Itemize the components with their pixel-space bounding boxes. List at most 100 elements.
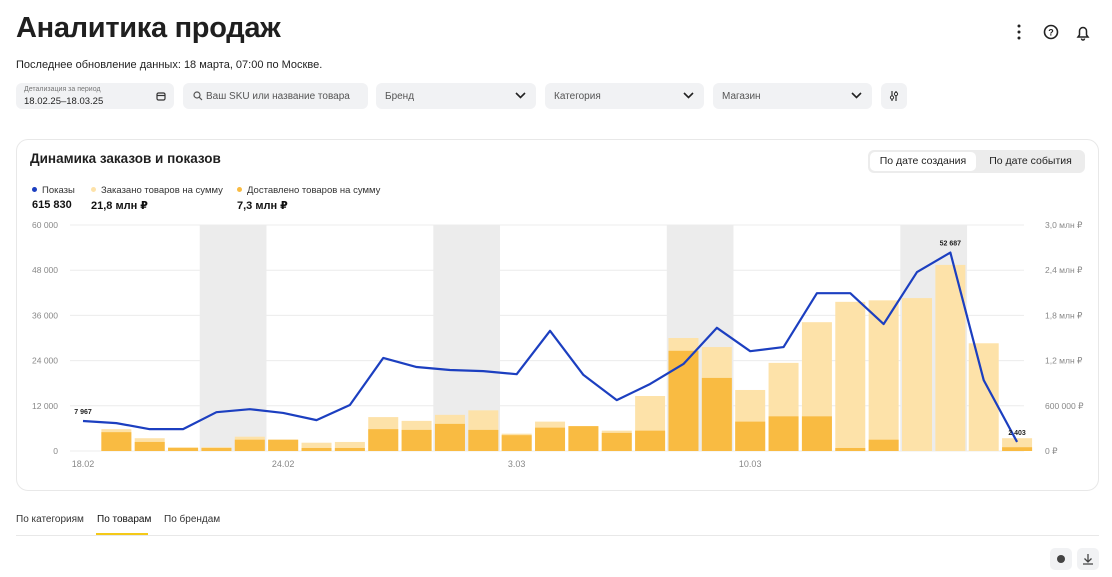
svg-text:?: ? xyxy=(1048,28,1054,38)
period-caption: Детализация за период xyxy=(24,86,101,93)
legend-swatch xyxy=(237,187,242,192)
weekend-band xyxy=(199,225,267,451)
bar xyxy=(434,423,465,451)
shop-select[interactable]: Магазин xyxy=(713,83,872,109)
bar xyxy=(268,439,299,451)
notifications-button[interactable] xyxy=(1076,26,1090,41)
chart-card xyxy=(16,139,1099,491)
help-button[interactable]: ? xyxy=(1043,24,1059,40)
y2-tick-label: 600 000 ₽ xyxy=(1045,401,1084,411)
bar xyxy=(468,429,499,451)
bar xyxy=(801,416,832,451)
legend-entry: Показы 615 830 xyxy=(32,185,75,211)
y2-tick-label: 1,2 млн ₽ xyxy=(1045,356,1083,366)
legend-label: Заказано товаров на сумму xyxy=(101,185,223,196)
search-placeholder: Ваш SKU или название товара xyxy=(206,91,350,102)
bar xyxy=(234,439,265,451)
y-tick-label: 48 000 xyxy=(32,265,58,275)
bar xyxy=(334,441,365,451)
chart-title: Динамика заказов и показов xyxy=(30,151,221,166)
bar xyxy=(501,435,532,451)
settings-button[interactable] xyxy=(1050,548,1072,570)
x-tick-label: 24.02 xyxy=(272,459,295,469)
y2-tick-label: 3,0 млн ₽ xyxy=(1045,220,1083,230)
x-tick-label: 18.02 xyxy=(72,459,95,469)
bar xyxy=(601,432,632,451)
category-label: Категория xyxy=(554,91,601,102)
data-label: 52 687 xyxy=(940,241,962,248)
legend-total: 615 830 xyxy=(32,199,72,211)
bar xyxy=(168,447,199,451)
bar xyxy=(334,447,365,451)
tab-active[interactable]: По товарам xyxy=(97,514,152,525)
more-button[interactable] xyxy=(1017,24,1021,40)
toggle-button[interactable]: По дате создания xyxy=(870,152,976,171)
data-label: 7 967 xyxy=(74,409,92,416)
bar xyxy=(668,350,699,451)
bar xyxy=(701,377,732,451)
bar xyxy=(635,430,666,451)
chevron xyxy=(515,92,526,99)
shop-label: Магазин xyxy=(722,91,761,102)
y-tick-label: 12 000 xyxy=(32,401,58,411)
search-icon xyxy=(193,91,203,101)
brand-select[interactable]: Бренд xyxy=(376,83,536,109)
bar xyxy=(101,432,132,451)
period-value: 18.02.25–18.03.25 xyxy=(24,96,104,107)
bar xyxy=(401,429,432,451)
filter-settings-button[interactable] xyxy=(881,83,907,109)
tab[interactable]: По брендам xyxy=(164,514,221,525)
y-tick-label: 24 000 xyxy=(32,356,58,366)
bar xyxy=(902,298,932,451)
calendar-icon xyxy=(156,92,166,101)
legend-label: Доставлено товаров на сумму xyxy=(247,185,381,196)
bar xyxy=(868,300,899,451)
date-toggle: По дате создания По дате события xyxy=(868,150,1085,173)
bar xyxy=(868,439,899,451)
x-tick-label: 3.03 xyxy=(508,459,526,469)
line xyxy=(82,251,1019,443)
bar xyxy=(535,427,566,451)
period-picker[interactable]: Детализация за период 18.02.25–18.03.25 xyxy=(16,83,174,109)
bar xyxy=(835,301,866,451)
x-tick-label: 10.03 xyxy=(739,459,762,469)
y-tick-label: 60 000 xyxy=(32,220,58,230)
tab-indicator xyxy=(96,533,148,535)
tabs-divider xyxy=(16,535,1099,536)
legend-entry: Доставлено товаров на сумму 7,3 млн ₽ xyxy=(237,185,380,212)
bar xyxy=(301,447,332,451)
legend-swatch xyxy=(91,187,96,192)
chart: 0 12 000 24 000 36 000 48 000 60 000 0 ₽ 600 00… xyxy=(32,220,1084,469)
bar xyxy=(1002,447,1033,451)
download-button[interactable] xyxy=(1077,548,1099,570)
bar xyxy=(301,442,332,451)
header-icons: ? xyxy=(1017,24,1090,41)
bar xyxy=(735,421,766,451)
y-tick-label: 0 xyxy=(53,446,58,456)
bar xyxy=(968,343,999,451)
bar xyxy=(201,447,232,451)
bar xyxy=(835,447,866,451)
y2-tick-label: 0 ₽ xyxy=(1045,446,1058,456)
bar xyxy=(134,441,165,451)
search-input[interactable]: Ваш SKU или название товара xyxy=(183,83,368,109)
tab[interactable]: По категориям xyxy=(16,514,84,525)
legend-swatch xyxy=(32,187,37,192)
page-title: Аналитика продаж xyxy=(16,12,281,44)
y2-tick-label: 2,4 млн ₽ xyxy=(1045,265,1083,275)
bar xyxy=(768,416,799,451)
category-select[interactable]: Категория xyxy=(545,83,704,109)
bar xyxy=(568,426,599,451)
legend-entry: Заказано товаров на сумму 21,8 млн ₽ xyxy=(91,185,223,212)
legend-total: 7,3 млн ₽ xyxy=(237,200,288,212)
bar xyxy=(368,429,399,451)
y2-tick-label: 1,8 млн ₽ xyxy=(1045,310,1083,320)
table-tools xyxy=(1050,548,1099,570)
y-tick-label: 36 000 xyxy=(32,310,58,320)
toggle-button[interactable]: По дате события xyxy=(989,155,1072,167)
subtitle: Последнее обновление данных: 18 марта, 0… xyxy=(16,59,323,71)
settings-icon xyxy=(889,91,899,101)
chevron xyxy=(851,92,862,99)
brand-label: Бренд xyxy=(385,91,415,102)
